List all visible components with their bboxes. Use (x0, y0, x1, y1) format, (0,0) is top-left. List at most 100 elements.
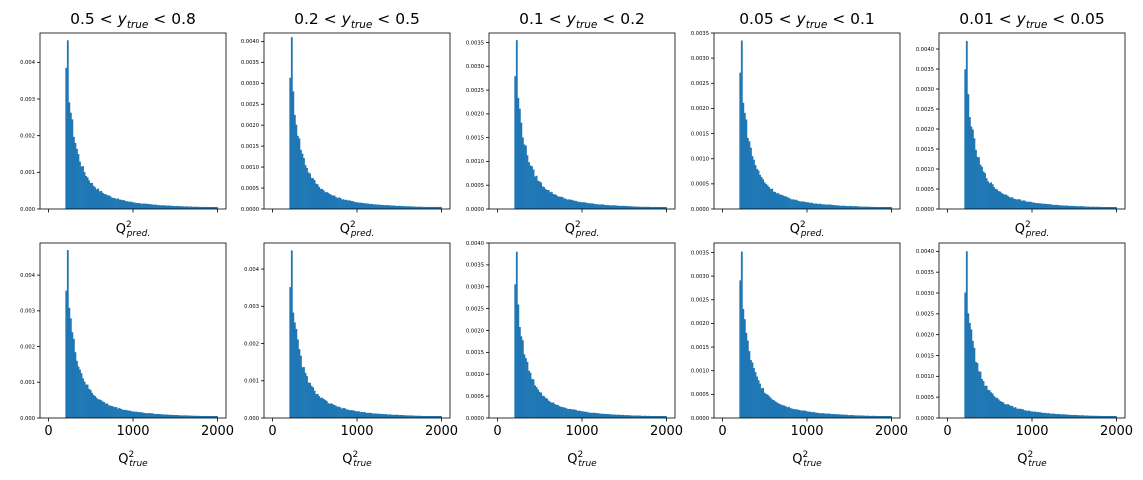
histogram-bar (322, 398, 325, 418)
histogram-bar (855, 206, 857, 209)
histogram-bar (341, 408, 343, 418)
histogram-bar (763, 182, 766, 209)
histogram-bar (339, 407, 342, 418)
histogram-bar (139, 203, 142, 209)
histogram-bar (630, 415, 632, 418)
histogram-bar (111, 406, 113, 418)
histogram-bar (652, 206, 655, 209)
histogram-bar (534, 385, 536, 418)
histogram-bar (631, 415, 634, 418)
y-tick-label: 0.0005 (916, 187, 934, 193)
histogram-bar (1003, 194, 1006, 209)
y-tick-label: 0.0005 (466, 183, 484, 189)
histogram-bar (988, 390, 991, 418)
histogram-bar (1054, 413, 1056, 418)
histogram-bar (1110, 206, 1113, 209)
histogram-bar (613, 414, 616, 418)
histogram-bar (427, 206, 430, 209)
y-tick-label: 0.0025 (691, 81, 709, 87)
histogram-bar (853, 415, 856, 418)
histogram-bar (168, 205, 171, 209)
histogram-bar (888, 206, 891, 209)
histogram-bar (196, 206, 199, 209)
histogram-bar (173, 415, 176, 418)
histogram-bar (804, 410, 807, 418)
histogram-bar (193, 415, 196, 418)
histogram-bar (1075, 206, 1078, 209)
histogram-bar (996, 397, 999, 418)
histogram-bar (816, 204, 819, 209)
histogram-bar (397, 414, 400, 418)
histogram-bar (990, 182, 993, 209)
histogram-bar (1087, 206, 1090, 209)
histogram-bar (746, 137, 749, 209)
histogram-bar (191, 415, 194, 418)
histogram-bar (309, 382, 311, 418)
title-post: < 0.1 (827, 10, 875, 28)
histogram-bar (883, 206, 886, 209)
title-post: < 0.2 (597, 10, 645, 28)
histogram-bar (979, 371, 982, 418)
y-tick-label: 0.0020 (691, 321, 709, 327)
histogram-bar (748, 351, 751, 418)
y-tick-label: 0.0010 (916, 374, 934, 380)
histogram-bar (982, 381, 985, 418)
histogram-bar (818, 203, 821, 209)
histogram-bar (380, 205, 383, 209)
histogram-bar (418, 206, 421, 209)
histogram-bar (780, 404, 783, 418)
histogram-bar (742, 102, 745, 209)
histogram-bar (518, 108, 521, 209)
histogram-bar (528, 162, 530, 209)
histogram-bar (514, 76, 517, 209)
histogram-bar (197, 206, 200, 209)
histogram-bar (121, 200, 124, 209)
histogram-bar (68, 102, 71, 209)
histogram-bar (990, 392, 993, 418)
histogram-bar (1002, 402, 1005, 418)
column-title: 0.2 < ytrue < 0.5 (294, 10, 420, 31)
histogram-bar (135, 202, 138, 209)
histogram-bar (324, 399, 327, 418)
histogram-bar (1028, 410, 1031, 418)
histogram-bar (1093, 415, 1096, 418)
title-sub: true (351, 19, 373, 31)
histogram-bar (876, 206, 879, 209)
histogram-bar (742, 308, 745, 418)
histogram-bar (841, 205, 844, 209)
histogram-bar (874, 206, 877, 209)
histogram-bar (759, 383, 761, 418)
histogram-bar (1006, 195, 1009, 209)
y-tick-label: 0.0015 (466, 135, 484, 141)
histogram-bar (608, 414, 611, 418)
histogram-bar (639, 206, 641, 209)
histogram-bar (88, 180, 91, 209)
histogram-bar (739, 72, 742, 209)
histogram-bar (83, 172, 86, 209)
histogram-bar (164, 205, 167, 209)
histogram-bar (1011, 406, 1014, 418)
histogram-bar (350, 410, 353, 418)
histogram-bar (430, 206, 433, 209)
histogram-bar (1034, 411, 1037, 418)
histogram-bar (999, 400, 1002, 418)
histogram-bar (342, 199, 345, 209)
y-tick-label: 0.0010 (916, 167, 934, 173)
histogram-bar (392, 205, 395, 209)
histogram-bar (879, 206, 882, 209)
histogram-bar (610, 414, 613, 418)
histogram-bar (1010, 197, 1012, 209)
histogram-bar (608, 205, 611, 209)
histogram-bar (89, 182, 92, 209)
histogram-bar (552, 194, 555, 209)
y-tick-label: 0.0030 (466, 285, 484, 291)
histogram-bar (331, 404, 334, 418)
histogram-bar (368, 204, 371, 209)
histogram-bar (658, 416, 661, 418)
histogram-bar (214, 415, 217, 418)
histogram-bar (414, 415, 416, 418)
y-tick-label: 0.002 (244, 341, 259, 347)
histogram-bar (126, 201, 129, 209)
histogram-bar (365, 412, 368, 418)
histogram-bar (628, 415, 631, 418)
